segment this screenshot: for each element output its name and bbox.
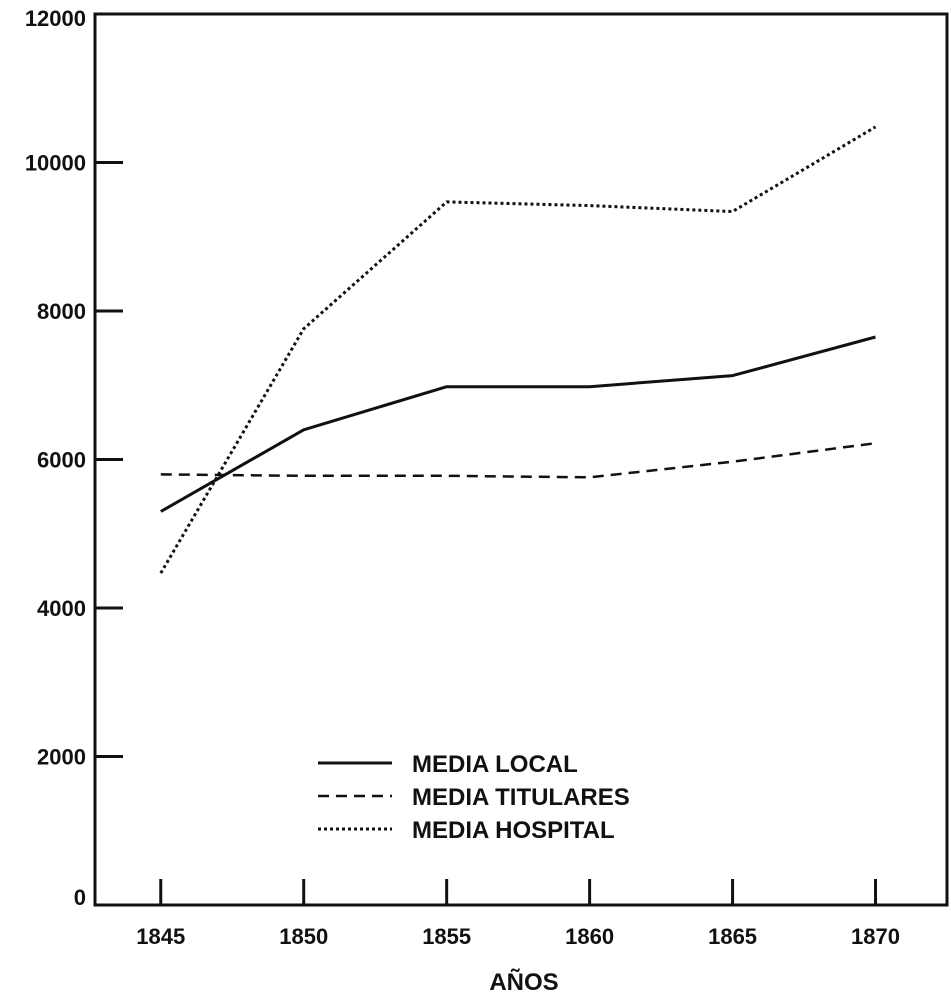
x-tick-label: 1855: [422, 924, 471, 949]
legend: MEDIA LOCAL MEDIA TITULARES MEDIA HOSPITAL: [318, 751, 630, 844]
x-axis-title: AÑOS: [489, 968, 558, 994]
series-line-media-hospital: [159, 125, 877, 574]
y-tick-label: 12000: [25, 6, 86, 31]
y-tick-label: 2000: [37, 745, 86, 770]
legend-label: MEDIA LOCAL: [412, 751, 578, 778]
legend-label: MEDIA HOSPITAL: [412, 817, 615, 844]
x-tick-label: 1860: [565, 924, 614, 949]
series-lines: [159, 125, 877, 574]
x-tick-label: 1850: [279, 924, 328, 949]
x-axis-ticks: 1845 1850 1855 1860 1865 1870: [136, 879, 900, 949]
series-line-media-local: [160, 335, 876, 513]
series-line-media-titulares: [160, 441, 876, 479]
y-tick-label: 10000: [25, 151, 86, 176]
x-tick-label: 1865: [708, 924, 757, 949]
legend-label: MEDIA TITULARES: [412, 784, 630, 811]
x-tick-label: 1845: [136, 924, 185, 949]
x-tick-label: 1870: [851, 924, 900, 949]
y-tick-label: 4000: [37, 596, 86, 621]
y-tick-label: 0: [74, 885, 86, 910]
y-tick-label: 6000: [37, 448, 86, 473]
y-tick-label: 8000: [37, 299, 86, 324]
y-axis-ticks: 0 2000 4000 6000 8000 10000 12000: [25, 6, 123, 910]
